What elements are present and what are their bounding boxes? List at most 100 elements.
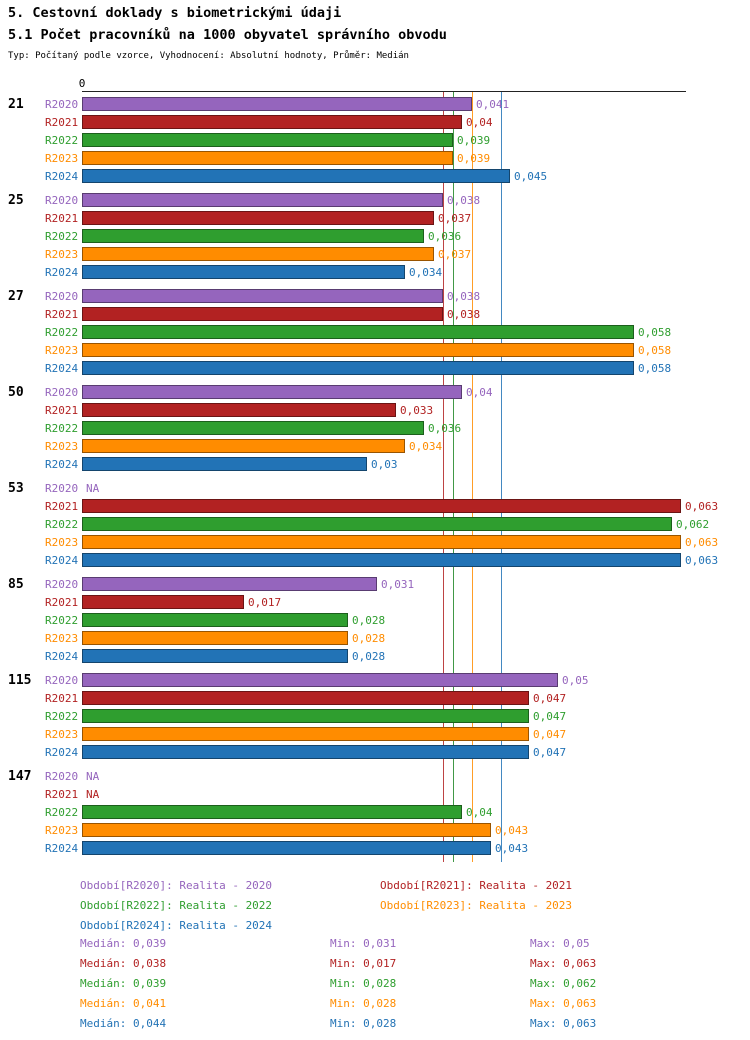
bar-R2024-115 [82,745,529,759]
series-label: R2024 [45,458,79,471]
chart-group-85: 85 R2020 0,031 R2021 0,017 R2022 0,028 R2023 0,0… [0,575,750,665]
stats-min-row0: Min: 0,031 [330,937,397,950]
bar-row: R2022 0,04 [0,803,750,821]
x-axis-zero-label: 0 [78,77,86,90]
bar-R2024-53 [82,553,681,567]
bar-row: R2020 0,031 [0,575,750,593]
value-label: 0,028 [352,632,386,645]
value-label: 0,058 [638,326,672,339]
stats-median-row3: Medián: 0,041 [80,997,167,1010]
series-label: R2021 [45,692,79,705]
value-label: 0,03 [371,458,398,471]
bar-R2023-115 [82,727,529,741]
series-label: R2021 [45,596,79,609]
value-label: 0,039 [457,152,491,165]
bar-row: R2020 NA [0,767,750,785]
series-label: R2022 [45,710,79,723]
value-label: 0,04 [466,806,493,819]
bar-R2021-53 [82,499,681,513]
bar-R2022-147 [82,805,462,819]
stats-max-row2: Max: 0,062 [530,977,597,990]
bar-R2023-53 [82,535,681,549]
bar-row: R2024 0,034 [0,263,750,281]
bar-row: R2021 0,017 [0,593,750,611]
bar-row: R2021 0,063 [0,497,750,515]
value-label: 0,038 [447,290,481,303]
bar-row: R2024 0,045 [0,167,750,185]
bar-R2022-53 [82,517,672,531]
bar-row: R2022 0,028 [0,611,750,629]
chart-groups: 21 R2020 0,041 R2021 0,04 R2022 0,039 R2023 0,03… [0,95,750,863]
series-label: R2023 [45,440,79,453]
stats-max-row3: Max: 0,063 [530,997,597,1010]
workers-per-1000-chart: 0 21 R2020 0,041 R2021 0,04 R2022 0,039 R2023 0,… [0,74,750,874]
stats-median-row1: Medián: 0,038 [80,957,167,970]
series-label: R2020 [45,482,79,495]
value-label: NA [86,770,100,783]
value-label: 0,063 [685,536,719,549]
value-label: 0,047 [533,692,567,705]
series-label: R2024 [45,650,79,663]
chart-group-147: 147 R2020 NA R2021 NA R2022 0,04 R2023 0,043 R202… [0,767,750,857]
stats-max-row4: Max: 0,063 [530,1017,597,1030]
chart-group-115: 115 R2020 0,05 R2021 0,047 R2022 0,047 R2023 0,0… [0,671,750,761]
bar-row: R2023 0,058 [0,341,750,359]
category-label: 25 [8,193,24,208]
value-label: 0,04 [466,116,493,129]
series-label: R2023 [45,152,79,165]
bar-row: R2022 0,039 [0,131,750,149]
value-label: 0,017 [248,596,282,609]
series-label: R2023 [45,632,79,645]
legend-item-r2024: Období[R2024]: Realita - 2024 [80,919,273,932]
series-label: R2022 [45,422,79,435]
bar-R2021-115 [82,691,529,705]
median-line-R2023 [472,92,473,862]
bar-row: R2022 0,062 [0,515,750,533]
bar-row: R2023 0,028 [0,629,750,647]
stats-max-row1: Max: 0,063 [530,957,597,970]
series-label: R2024 [45,266,79,279]
bar-R2022-85 [82,613,348,627]
bar-R2021-27 [82,307,443,321]
legend-item-r2023: Období[R2023]: Realita - 2023 [380,899,573,912]
category-label: 115 [8,673,32,688]
bar-R2021-25 [82,211,434,225]
bar-R2023-27 [82,343,634,357]
chart-group-25: 25 R2020 0,038 R2021 0,037 R2022 0,036 R2023 0,0… [0,191,750,281]
bar-row: R2021 0,04 [0,113,750,131]
bar-row: R2023 0,043 [0,821,750,839]
series-label: R2021 [45,212,79,225]
series-label: R2024 [45,362,79,375]
bar-row: R2021 0,033 [0,401,750,419]
bar-R2021-85 [82,595,244,609]
bar-R2023-25 [82,247,434,261]
category-label: 53 [8,481,24,496]
stats-median-row0: Medián: 0,039 [80,937,167,950]
series-label: R2020 [45,194,79,207]
value-label: 0,041 [476,98,510,111]
bar-R2022-21 [82,133,453,147]
value-label: 0,028 [352,650,386,663]
category-label: 85 [8,577,24,592]
bar-row: R2023 0,034 [0,437,750,455]
value-label: NA [86,788,100,801]
bar-row: R2021 0,037 [0,209,750,227]
bar-R2022-25 [82,229,424,243]
value-label: 0,043 [495,842,529,855]
value-label: 0,038 [447,308,481,321]
bar-R2022-27 [82,325,634,339]
value-label: 0,062 [676,518,710,531]
x-axis-line [82,91,686,92]
bar-R2020-25 [82,193,443,207]
bar-R2024-85 [82,649,348,663]
bar-R2020-85 [82,577,377,591]
series-label: R2020 [45,674,79,687]
value-label: 0,036 [428,422,462,435]
series-label: R2022 [45,614,79,627]
bar-R2021-21 [82,115,462,129]
stats-min-row2: Min: 0,028 [330,977,397,990]
series-label: R2024 [45,746,79,759]
category-label: 50 [8,385,24,400]
bar-R2020-115 [82,673,558,687]
